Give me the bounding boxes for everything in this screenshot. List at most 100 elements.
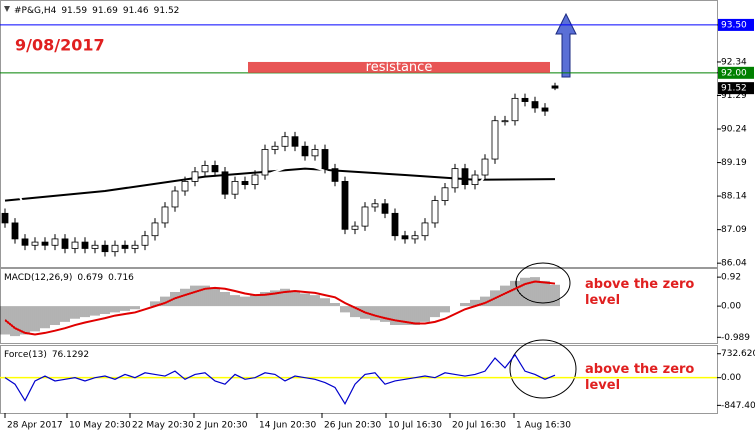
y-tick-label: 88.14	[721, 192, 747, 202]
candle-body	[541, 107, 549, 112]
y-tick-label: 89.19	[721, 158, 747, 168]
candle-body	[441, 187, 449, 201]
candle-body	[511, 97, 519, 122]
x-tick-label: 10 Jul 16:30	[388, 421, 442, 431]
candle-body	[201, 165, 209, 173]
force-line	[4, 353, 556, 406]
indicator-label: Force(13) 76.1292	[4, 350, 89, 360]
candle-body	[291, 136, 299, 147]
ohlc-value: 91.46	[123, 6, 149, 16]
y-tick-label: 91.29	[721, 91, 747, 101]
candle-body	[431, 200, 439, 224]
candle-body	[281, 136, 289, 147]
candle-body	[551, 85, 559, 89]
candle-body	[161, 206, 169, 224]
resistance-zone	[248, 61, 550, 73]
candle-body	[521, 97, 529, 102]
candle-body	[471, 174, 479, 186]
y-tick-label: 86.04	[721, 259, 747, 269]
y-tick-label: -847.404	[721, 401, 755, 411]
candle-body	[61, 238, 69, 249]
candle-body	[411, 235, 419, 240]
candle-body	[491, 120, 499, 160]
ohlc-value: 91.69	[92, 6, 118, 16]
candle-body	[451, 168, 459, 189]
up-arrow	[555, 12, 577, 78]
x-tick-label: 28 Apr 2017	[7, 421, 63, 431]
indicator-label: MACD(12,26,9) 0.679 0.716	[4, 273, 134, 283]
x-tick-label: 10 May 20:30	[69, 421, 131, 431]
highlight-circle	[509, 339, 577, 399]
candle-body	[71, 241, 79, 249]
candle-body	[481, 158, 489, 176]
candle-body	[371, 203, 379, 208]
x-tick-label: 26 Jun 20:30	[324, 421, 381, 431]
indicator-value: 76.1292	[52, 350, 89, 360]
candle-body	[131, 244, 139, 249]
chart-header: #P&G,H4 91.59 91.69 91.46 91.52	[14, 6, 179, 16]
current-price: 91.52	[721, 84, 747, 94]
candle-body	[501, 120, 509, 123]
candle-body	[141, 235, 149, 246]
annotation: above the zero level	[585, 362, 695, 393]
candle-body	[211, 165, 219, 173]
candle-body	[111, 244, 119, 253]
candle-body	[181, 181, 189, 192]
x-tick-label: 14 Jun 20:30	[259, 421, 316, 431]
current-price-box	[718, 82, 754, 95]
annotation: above the zero level	[585, 277, 695, 308]
x-tick-label: 20 Jul 16:30	[452, 421, 506, 431]
candle-body	[51, 238, 59, 246]
candle-body	[381, 203, 389, 214]
candle-body	[231, 181, 239, 195]
candle-body	[191, 171, 199, 182]
candle-body	[301, 145, 309, 157]
candle-body	[31, 241, 39, 246]
candle-body	[311, 149, 319, 157]
candle-body	[331, 168, 339, 182]
ohlc-value: 91.59	[61, 6, 87, 16]
y-tick-label: 92.00	[721, 68, 747, 78]
candle-body	[251, 174, 259, 186]
candle-body	[391, 212, 399, 237]
candle-body	[261, 149, 269, 176]
x-tick-label: 2 Jun 20:30	[196, 421, 248, 431]
panel-icon	[4, 6, 10, 12]
indicator-name: Force(13)	[4, 350, 47, 360]
y-tick-label: 92.34	[721, 57, 747, 67]
moving-average	[4, 112, 556, 260]
candle-body	[401, 235, 409, 240]
candle-body	[101, 244, 109, 253]
candle-body	[321, 149, 329, 170]
main-panel	[0, 0, 718, 268]
candle-body	[121, 244, 129, 249]
candle-body	[341, 181, 349, 230]
candle-body	[1, 212, 9, 224]
candle-body	[361, 206, 369, 227]
ohlc-value: 91.52	[154, 6, 180, 16]
y-tick-label: 87.09	[721, 225, 747, 235]
candle-body	[271, 145, 279, 150]
signal-line	[4, 280, 556, 336]
candle-body	[531, 101, 539, 109]
y-tick-label: 93.50	[721, 20, 747, 30]
indicator-value: 0.716	[108, 273, 134, 283]
candle-body	[461, 168, 469, 186]
date-label: 9/08/2017	[15, 36, 105, 55]
candle-body	[11, 222, 19, 240]
x-tick-label: 1 Aug 16:30	[516, 421, 571, 431]
candle-body	[421, 222, 429, 237]
x-tick-label: 22 May 20:30	[132, 421, 194, 431]
indicator-value: 0.679	[77, 273, 103, 283]
price-box	[718, 66, 754, 79]
candle-body	[171, 190, 179, 208]
indicator-name: MACD(12,26,9)	[4, 273, 72, 283]
y-tick-label: 0.92	[721, 273, 741, 283]
candle-body	[21, 238, 29, 246]
y-tick-label: 732.6201	[721, 349, 755, 359]
y-tick-label: 90.24	[721, 125, 747, 135]
force-panel	[0, 345, 718, 414]
y-tick-label: -0.989	[721, 333, 750, 343]
